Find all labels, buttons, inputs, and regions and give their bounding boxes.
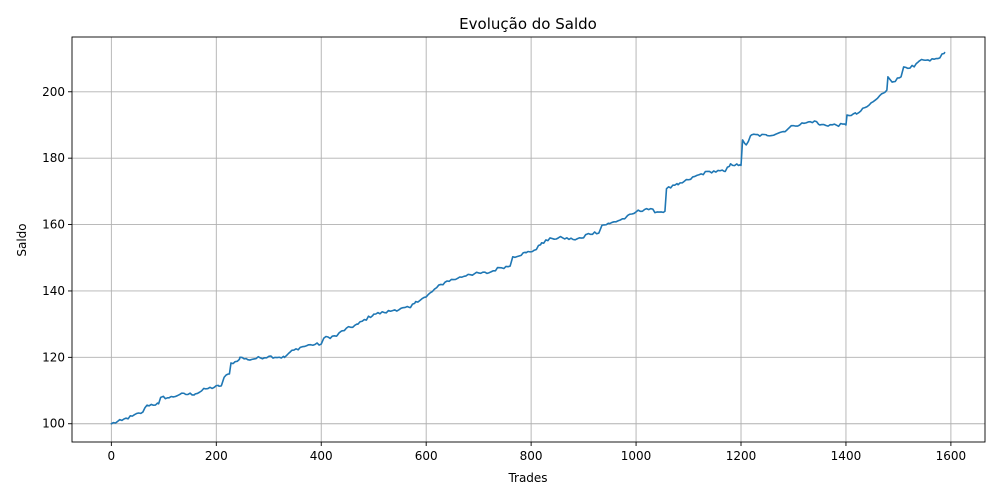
x-tick-label: 1600 bbox=[936, 449, 967, 463]
x-tick-label: 800 bbox=[520, 449, 543, 463]
y-tick-label: 200 bbox=[42, 85, 65, 99]
tick-layer: 0 200 400 600 800 1000 1200 1400 1600 100 120 140 16… bbox=[42, 85, 966, 463]
series-layer bbox=[110, 51, 946, 425]
x-tick-label: 1400 bbox=[831, 449, 862, 463]
x-axis-title: Trades bbox=[507, 471, 547, 485]
plot-frame bbox=[71, 36, 986, 443]
y-tick-label: 140 bbox=[42, 284, 65, 298]
y-axis-title: Saldo bbox=[15, 223, 29, 256]
x-tick-label: 1000 bbox=[621, 449, 652, 463]
y-tick-label: 160 bbox=[42, 218, 65, 232]
series-line-0 bbox=[110, 51, 946, 425]
x-tick-label: 0 bbox=[108, 449, 116, 463]
y-tick-label: 120 bbox=[42, 350, 65, 364]
y-tick-label: 180 bbox=[42, 151, 65, 165]
chart-title: Evolução do Saldo bbox=[459, 15, 597, 33]
x-tick-label: 600 bbox=[415, 449, 438, 463]
grid-layer bbox=[72, 37, 985, 442]
x-tick-label: 1200 bbox=[726, 449, 757, 463]
y-tick-label: 100 bbox=[42, 417, 65, 431]
x-tick-label: 400 bbox=[310, 449, 333, 463]
x-tick-label: 200 bbox=[205, 449, 228, 463]
